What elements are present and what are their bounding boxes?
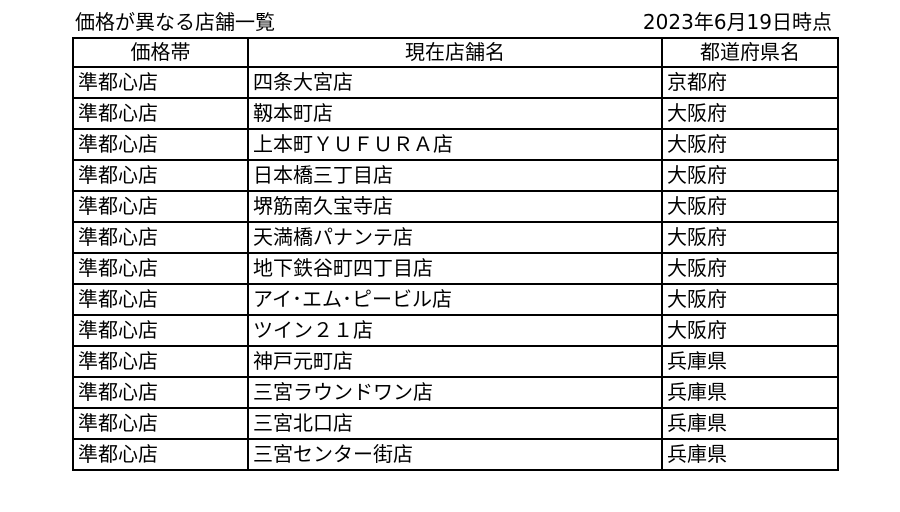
table-row: 準都心店 三宮北口店 兵庫県 bbox=[72, 407, 839, 440]
cell-prefecture: 大阪府 bbox=[661, 159, 839, 192]
cell-prefecture: 大阪府 bbox=[661, 252, 839, 285]
table-row: 準都心店 四条大宮店 京都府 bbox=[72, 66, 839, 99]
table-row: 準都心店 天満橋パナンテ店 大阪府 bbox=[72, 221, 839, 254]
table-row: 準都心店 地下鉄谷町四丁目店 大阪府 bbox=[72, 252, 839, 285]
cell-prefecture: 大阪府 bbox=[661, 190, 839, 223]
table-row: 準都心店 上本町ＹＵＦＵＲＡ店 大阪府 bbox=[72, 128, 839, 161]
table-row: 準都心店 神戸元町店 兵庫県 bbox=[72, 345, 839, 378]
cell-store-name: 天満橋パナンテ店 bbox=[247, 221, 663, 254]
cell-store-name: 上本町ＹＵＦＵＲＡ店 bbox=[247, 128, 663, 161]
cell-price-tier: 準都心店 bbox=[72, 159, 249, 192]
cell-price-tier: 準都心店 bbox=[72, 407, 249, 440]
table-row: 準都心店 日本橋三丁目店 大阪府 bbox=[72, 159, 839, 192]
header-price-tier: 価格帯 bbox=[72, 37, 249, 68]
cell-prefecture: 京都府 bbox=[661, 66, 839, 99]
cell-prefecture: 兵庫県 bbox=[661, 438, 839, 471]
cell-store-name: 三宮ラウンドワン店 bbox=[247, 376, 663, 409]
cell-store-name: 三宮北口店 bbox=[247, 407, 663, 440]
cell-price-tier: 準都心店 bbox=[72, 252, 249, 285]
cell-store-name: 地下鉄谷町四丁目店 bbox=[247, 252, 663, 285]
table-row: 準都心店 堺筋南久宝寺店 大阪府 bbox=[72, 190, 839, 223]
cell-price-tier: 準都心店 bbox=[72, 97, 249, 130]
table-row: 準都心店 三宮センター街店 兵庫県 bbox=[72, 438, 839, 471]
header-store-name: 現在店舗名 bbox=[247, 37, 663, 68]
cell-prefecture: 兵庫県 bbox=[661, 376, 839, 409]
cell-prefecture: 兵庫県 bbox=[661, 407, 839, 440]
cell-store-name: 三宮センター街店 bbox=[247, 438, 663, 471]
cell-price-tier: 準都心店 bbox=[72, 376, 249, 409]
cell-store-name: 日本橋三丁目店 bbox=[247, 159, 663, 192]
as-of-date: 2023年6月19日時点 bbox=[642, 10, 832, 34]
store-table: 価格帯 現在店舗名 都道府県名 準都心店 四条大宮店 京都府 準都心店 靱本町店 大阪府準… bbox=[72, 37, 839, 471]
cell-store-name: 靱本町店 bbox=[247, 97, 663, 130]
table-row: 準都心店 アイ･エム･ピービル店 大阪府 bbox=[72, 283, 839, 316]
cell-price-tier: 準都心店 bbox=[72, 221, 249, 254]
table-row: 準都心店 ツイン２１店 大阪府 bbox=[72, 314, 839, 347]
cell-price-tier: 準都心店 bbox=[72, 66, 249, 99]
table-row: 準都心店 靱本町店 大阪府 bbox=[72, 97, 839, 130]
table-header-row: 価格帯 現在店舗名 都道府県名 bbox=[72, 37, 839, 68]
header-prefecture: 都道府県名 bbox=[661, 37, 839, 68]
table-row: 準都心店 三宮ラウンドワン店 兵庫県 bbox=[72, 376, 839, 409]
page-title: 価格が異なる店舗一覧 bbox=[75, 10, 275, 34]
cell-price-tier: 準都心店 bbox=[72, 128, 249, 161]
cell-store-name: ツイン２１店 bbox=[247, 314, 663, 347]
cell-store-name: 四条大宮店 bbox=[247, 66, 663, 99]
cell-store-name: 神戸元町店 bbox=[247, 345, 663, 378]
cell-prefecture: 大阪府 bbox=[661, 314, 839, 347]
cell-prefecture: 兵庫県 bbox=[661, 345, 839, 378]
cell-store-name: アイ･エム･ピービル店 bbox=[247, 283, 663, 316]
cell-prefecture: 大阪府 bbox=[661, 97, 839, 130]
cell-price-tier: 準都心店 bbox=[72, 190, 249, 223]
cell-price-tier: 準都心店 bbox=[72, 345, 249, 378]
cell-store-name: 堺筋南久宝寺店 bbox=[247, 190, 663, 223]
cell-price-tier: 準都心店 bbox=[72, 283, 249, 316]
cell-price-tier: 準都心店 bbox=[72, 314, 249, 347]
cell-price-tier: 準都心店 bbox=[72, 438, 249, 471]
cell-prefecture: 大阪府 bbox=[661, 221, 839, 254]
cell-prefecture: 大阪府 bbox=[661, 128, 839, 161]
cell-prefecture: 大阪府 bbox=[661, 283, 839, 316]
